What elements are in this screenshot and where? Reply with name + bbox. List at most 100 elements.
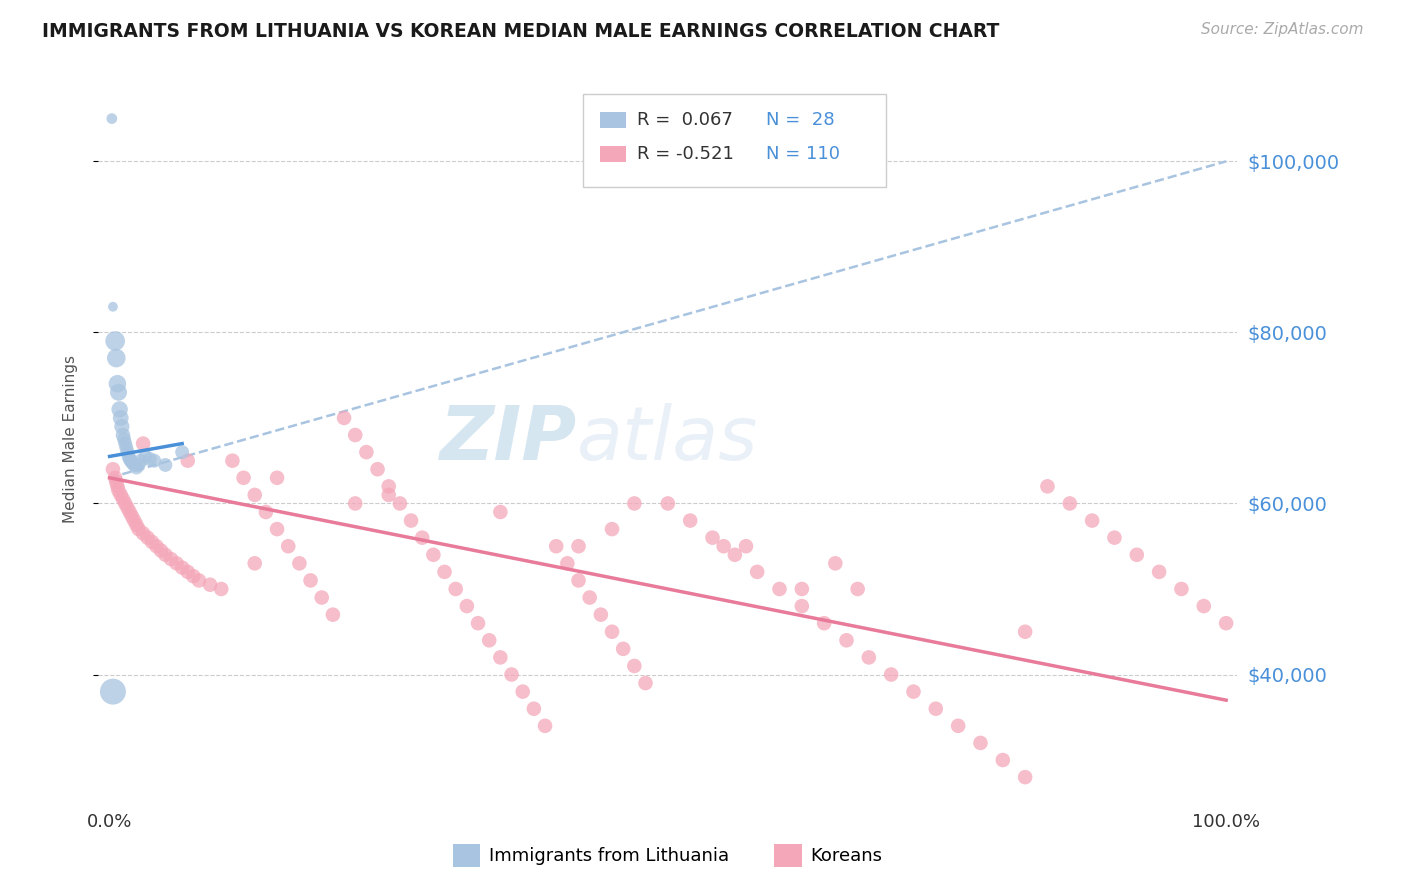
Point	[1126, 548, 1149, 562]
Point	[221, 453, 243, 467]
Point	[125, 460, 148, 475]
Point	[333, 411, 356, 425]
Text: R =  0.067: R = 0.067	[637, 112, 733, 129]
Text: IMMIGRANTS FROM LITHUANIA VS KOREAN MEDIAN MALE EARNINGS CORRELATION CHART: IMMIGRANTS FROM LITHUANIA VS KOREAN MEDI…	[42, 22, 1000, 41]
Point	[790, 582, 813, 596]
Point	[104, 334, 127, 348]
Point	[713, 539, 735, 553]
Point	[114, 436, 136, 450]
Point	[177, 453, 200, 467]
Point	[198, 578, 221, 592]
Point	[433, 565, 456, 579]
Point	[117, 500, 139, 515]
Point	[858, 650, 880, 665]
Point	[377, 479, 399, 493]
Legend: Immigrants from Lithuania, Koreans: Immigrants from Lithuania, Koreans	[446, 838, 890, 874]
Point	[136, 531, 159, 545]
Point	[107, 483, 129, 498]
Point	[183, 569, 205, 583]
Point	[101, 112, 124, 126]
Text: N = 110: N = 110	[766, 145, 841, 163]
Point	[107, 376, 129, 391]
Point	[266, 471, 288, 485]
Point	[122, 458, 145, 472]
Point	[1081, 514, 1104, 528]
Point	[121, 509, 143, 524]
Point	[344, 496, 367, 510]
Point	[567, 539, 589, 553]
Point	[117, 450, 139, 464]
Point	[735, 539, 758, 553]
Point	[107, 479, 129, 493]
Point	[702, 531, 724, 545]
Point	[679, 514, 702, 528]
Point	[118, 505, 141, 519]
Point	[105, 351, 128, 365]
Point	[557, 557, 579, 571]
Point	[1059, 496, 1081, 510]
Point	[1104, 531, 1126, 545]
Point	[177, 565, 200, 579]
Point	[456, 599, 478, 613]
Point	[634, 676, 657, 690]
Point	[128, 458, 150, 472]
Point	[115, 441, 138, 455]
Point	[172, 445, 194, 459]
Point	[377, 488, 399, 502]
Point	[356, 445, 378, 459]
Point	[209, 582, 232, 596]
Point	[232, 471, 254, 485]
Point	[600, 624, 623, 639]
Point	[143, 453, 166, 467]
Point	[112, 432, 135, 446]
Point	[288, 557, 311, 571]
Point	[122, 514, 145, 528]
Point	[399, 514, 422, 528]
Point	[141, 535, 163, 549]
Point	[120, 453, 142, 467]
Point	[747, 565, 769, 579]
Point	[105, 475, 128, 489]
Point	[243, 557, 266, 571]
Point	[612, 641, 634, 656]
Point	[768, 582, 790, 596]
Point	[132, 526, 155, 541]
Point	[101, 684, 124, 698]
Point	[790, 599, 813, 613]
Point	[104, 471, 127, 485]
Point	[118, 452, 141, 467]
Point	[489, 505, 512, 519]
Point	[172, 560, 194, 574]
Point	[121, 455, 143, 469]
Point	[107, 385, 129, 400]
Point	[111, 419, 134, 434]
Point	[110, 411, 132, 425]
Point	[114, 496, 136, 510]
Point	[117, 445, 139, 459]
Y-axis label: Median Male Earnings: Median Male Earnings	[63, 355, 77, 524]
Point	[125, 517, 148, 532]
Point	[478, 633, 501, 648]
Point	[145, 539, 167, 553]
Point	[1014, 624, 1036, 639]
Point	[925, 702, 948, 716]
Text: R = -0.521: R = -0.521	[637, 145, 734, 163]
Point	[187, 574, 209, 588]
Point	[111, 428, 134, 442]
Point	[523, 702, 546, 716]
Point	[299, 574, 322, 588]
Point	[969, 736, 991, 750]
Point	[101, 300, 124, 314]
Point	[155, 458, 177, 472]
Point	[1147, 565, 1170, 579]
Point	[835, 633, 858, 648]
Point	[266, 522, 288, 536]
Point	[101, 462, 124, 476]
Point	[946, 719, 969, 733]
Point	[139, 452, 162, 467]
Point	[411, 531, 433, 545]
Point	[657, 496, 679, 510]
Point	[467, 616, 489, 631]
Point	[149, 543, 172, 558]
Point	[600, 522, 623, 536]
